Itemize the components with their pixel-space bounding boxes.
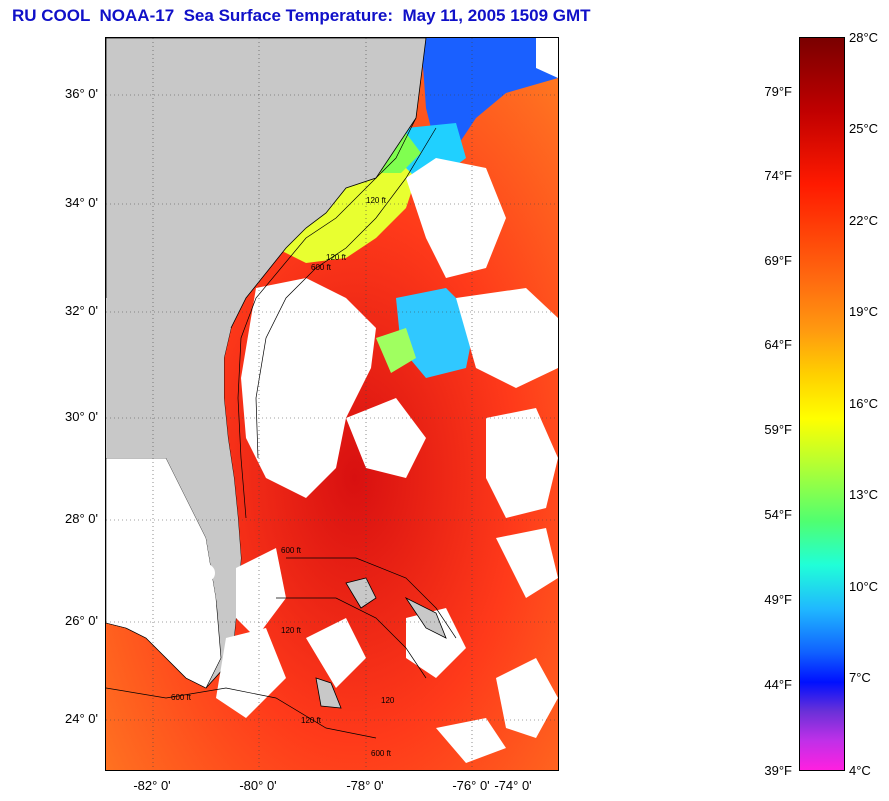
colorbar-celsius-label: 16°C — [849, 396, 879, 411]
sst-map-graphic: 120 ft 600 ft 120 ft 120 ft 600 ft 600 f… — [106, 38, 558, 770]
lon-label: -78° 0' — [346, 778, 384, 793]
colorbar-celsius-label: 4°C — [849, 763, 871, 778]
lat-label: 24° 0' — [65, 711, 98, 726]
sst-map: 120 ft 600 ft 120 ft 120 ft 600 ft 600 f… — [105, 37, 559, 771]
lake-okeechobee — [197, 564, 215, 582]
lat-label: 34° 0' — [65, 195, 98, 210]
colorbar-fahrenheit-label: 44°F — [764, 677, 792, 692]
contour-label: 600 ft — [311, 263, 332, 272]
contour-label: 120 ft — [366, 196, 387, 205]
temperature-colorbar — [799, 37, 845, 771]
contour-label: 600 ft — [281, 546, 302, 555]
colorbar-celsius-label: 13°C — [849, 487, 879, 502]
contour-label-group: 120 ft 600 ft 120 ft 120 ft 600 ft 600 f… — [171, 196, 395, 758]
cool-water-region — [396, 123, 466, 188]
bahamas — [315, 577, 447, 709]
cool-patch-green — [376, 328, 416, 373]
contour-label: 600 ft — [371, 749, 392, 758]
contour-label: 120 — [381, 696, 395, 705]
lon-label: -80° 0' — [239, 778, 277, 793]
colorbar-celsius-label: 7°C — [849, 670, 871, 685]
colorbar-fahrenheit-label: 69°F — [764, 253, 792, 268]
colorbar-fahrenheit-label: 64°F — [764, 337, 792, 352]
contour-label: 600 ft — [171, 693, 192, 702]
colorbar-celsius-label: 10°C — [849, 579, 879, 594]
lon-label: -82° 0' — [133, 778, 171, 793]
lat-label: 28° 0' — [65, 511, 98, 526]
colorbar-celsius-label: 22°C — [849, 213, 879, 228]
colorbar-fahrenheit-label: 59°F — [764, 422, 792, 437]
lon-label: -74° 0' — [494, 778, 532, 793]
shelf-water-yellow — [276, 158, 416, 263]
colorbar-celsius-label: 25°C — [849, 121, 879, 136]
lat-label: 30° 0' — [65, 409, 98, 424]
colorbar-celsius-label: 19°C — [849, 304, 879, 319]
cold-water-region — [421, 38, 558, 148]
cool-patch — [396, 288, 476, 378]
colorbar-fahrenheit-label: 54°F — [764, 507, 792, 522]
lat-label: 36° 0' — [65, 86, 98, 101]
lat-label: 32° 0' — [65, 303, 98, 318]
contour-label: 120 ft — [326, 253, 347, 262]
colorbar-fahrenheit-label: 79°F — [764, 84, 792, 99]
land-florida — [106, 38, 241, 658]
lat-label: 26° 0' — [65, 613, 98, 628]
contour-label: 120 ft — [301, 716, 322, 725]
colorbar-fahrenheit-label: 39°F — [764, 763, 792, 778]
contour-label: 120 ft — [281, 626, 302, 635]
colorbar-fahrenheit-label: 49°F — [764, 592, 792, 607]
map-title: RU COOL NOAA-17 Sea Surface Temperature:… — [12, 6, 591, 25]
colorbar-fahrenheit-label: 74°F — [764, 168, 792, 183]
graticule — [106, 38, 558, 770]
colorbar-celsius-label: 28°C — [849, 30, 879, 45]
lon-label: -76° 0' — [452, 778, 490, 793]
